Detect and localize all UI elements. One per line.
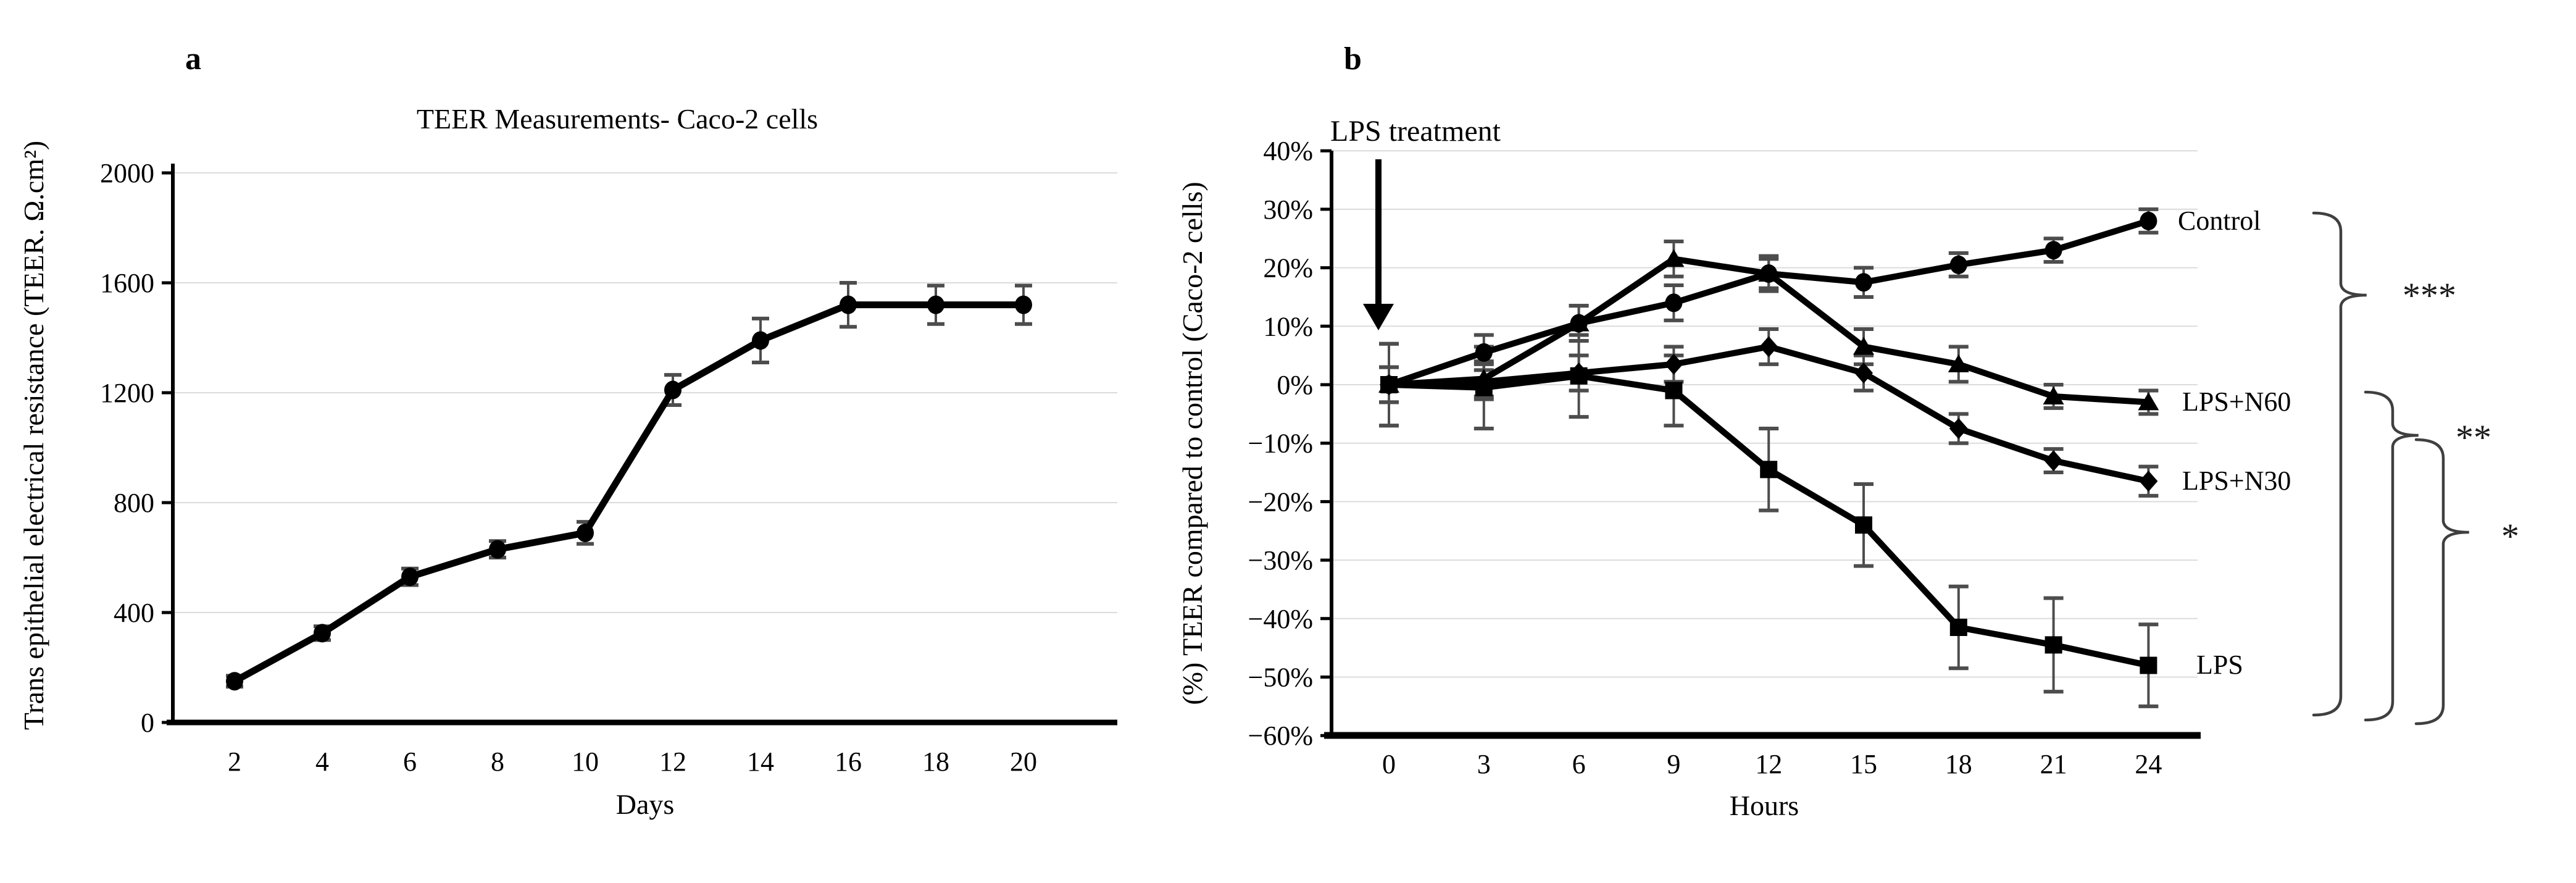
y-tick-label: 800 — [114, 488, 154, 518]
significance-brace-3 — [2414, 438, 2469, 726]
data-point-circle-marker — [1949, 255, 1967, 274]
panel-a-letter: a — [185, 41, 201, 77]
lps-treatment-annotation: LPS treatment — [1330, 115, 1501, 148]
x-tick-label: 10 — [572, 747, 599, 777]
x-tick-label: 12 — [1755, 749, 1782, 779]
y-tick-label: 10% — [1263, 311, 1313, 341]
y-tick-label: 400 — [114, 598, 154, 628]
significance-three-stars: *** — [2403, 275, 2456, 316]
data-point-diamond-marker — [1759, 336, 1778, 358]
series-label-lps-n30: LPS+N30 — [2182, 466, 2291, 496]
y-tick-label: −20% — [1248, 487, 1313, 517]
y-tick-label: 0% — [1277, 370, 1313, 400]
data-point-triangle-marker — [2043, 386, 2064, 404]
x-tick-label: 15 — [1850, 749, 1877, 779]
y-tick-label: 40% — [1263, 136, 1313, 166]
data-point-triangle-marker — [1758, 264, 1780, 282]
y-tick-label: 20% — [1263, 253, 1313, 283]
data-point-diamond-marker — [1949, 418, 1968, 440]
teer-line — [233, 301, 1023, 685]
x-tick-label: 16 — [835, 747, 862, 777]
data-point-triangle-marker — [1948, 354, 1969, 372]
data-point-square-marker — [1665, 382, 1683, 400]
data-point-triangle-marker — [2138, 392, 2159, 411]
x-tick-label: 6 — [1572, 749, 1586, 779]
data-point-circle-marker — [840, 295, 857, 314]
data-point-triangle-marker — [1663, 249, 1685, 267]
data-point-square-marker — [1475, 379, 1493, 396]
panel-b-y-axis-title: (%) TEER compared to control (Caco-2 cel… — [1177, 182, 1208, 705]
y-tick-label: 1200 — [100, 378, 154, 408]
panel-a-y-axis-title: Trans epithelial electrical resistance (… — [18, 141, 49, 730]
x-tick-label: 8 — [491, 747, 504, 777]
data-point-circle-marker — [489, 540, 506, 559]
y-tick-label: 0 — [141, 708, 154, 738]
data-point-diamond-marker — [1664, 353, 1683, 375]
panel-a-plot: 0 400 800 1200 1600 2000 2 4 6 8 10 12 14 16 18 20 — [100, 158, 1117, 777]
data-point-circle-marker — [314, 624, 331, 643]
y-tick-label: −50% — [1248, 663, 1313, 693]
x-tick-label: 18 — [1945, 749, 1972, 779]
y-tick-label: −60% — [1248, 721, 1313, 751]
data-point-circle-marker — [2140, 211, 2157, 230]
lps-arrow-head — [1363, 304, 1394, 330]
x-tick-label: 9 — [1667, 749, 1680, 779]
data-point-circle-marker — [401, 567, 419, 587]
data-point-triangle-marker — [1853, 337, 1874, 355]
panel-a-x-axis-title: Days — [616, 789, 675, 820]
data-point-square-marker — [2140, 656, 2157, 674]
data-point-square-marker — [1380, 376, 1398, 393]
line-lps — [1388, 372, 2149, 669]
significance-two-stars: ** — [2456, 417, 2491, 458]
x-tick-label: 21 — [2040, 749, 2067, 779]
data-point-circle-marker — [1475, 343, 1493, 362]
data-point-circle-marker — [1665, 293, 1683, 312]
data-point-square-marker — [1570, 367, 1588, 385]
significance-brace-2 — [2364, 390, 2419, 722]
panel-a-title: TEER Measurements- Caco-2 cells — [417, 103, 818, 135]
data-point-square-marker — [1949, 619, 1967, 637]
x-tick-label: 18 — [922, 747, 949, 777]
data-point-circle-marker — [2045, 241, 2062, 260]
x-tick-label: 20 — [1010, 747, 1037, 777]
data-point-diamond-marker — [2139, 471, 2158, 492]
data-point-square-marker — [2045, 636, 2062, 654]
x-tick-label: 24 — [2135, 749, 2162, 779]
panel-b-letter: b — [1344, 41, 1362, 77]
significance-brace-1 — [2312, 211, 2367, 717]
data-point-square-marker — [1760, 461, 1778, 479]
data-point-circle-marker — [664, 380, 682, 400]
y-tick-label: −10% — [1248, 429, 1313, 459]
series-label-lps-n60: LPS+N60 — [2182, 387, 2291, 417]
panel-b-x-axis-title: Hours — [1730, 790, 1799, 821]
y-tick-label: 1600 — [100, 268, 154, 298]
x-tick-label: 3 — [1477, 749, 1491, 779]
significance-one-star: * — [2501, 516, 2519, 556]
data-point-circle-marker — [577, 523, 594, 542]
y-tick-label: 2000 — [100, 158, 154, 188]
x-tick-label: 0 — [1382, 749, 1396, 779]
data-point-circle-marker — [226, 672, 243, 691]
data-point-square-marker — [1855, 516, 1872, 534]
data-point-diamond-marker — [2044, 450, 2063, 472]
series-label-control: Control — [2178, 206, 2261, 236]
data-point-circle-marker — [1015, 295, 1032, 314]
data-point-circle-marker — [752, 331, 769, 350]
y-tick-label: −40% — [1248, 604, 1313, 634]
x-tick-label: 2 — [228, 747, 241, 777]
x-tick-label: 14 — [747, 747, 774, 777]
x-tick-label: 4 — [315, 747, 329, 777]
series-label-lps: LPS — [2196, 650, 2243, 680]
data-point-circle-marker — [927, 295, 944, 314]
data-point-circle-marker — [1855, 273, 1872, 292]
panel-b-plot: 40% 30% 20% 10% 0% −10% −20% −30% −40% −50% −60% 0 3… — [1248, 136, 2469, 779]
data-point-diamond-marker — [1854, 362, 1873, 384]
x-tick-label: 6 — [403, 747, 417, 777]
x-tick-label: 12 — [659, 747, 686, 777]
y-tick-label: 30% — [1263, 195, 1313, 225]
data-point-triangle-marker — [1568, 313, 1590, 332]
y-tick-label: −30% — [1248, 545, 1313, 575]
